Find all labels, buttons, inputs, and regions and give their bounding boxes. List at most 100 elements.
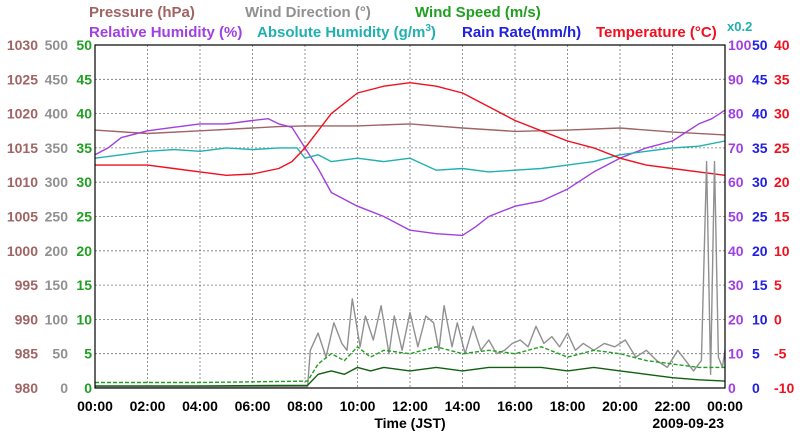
x-tick-label: 08:00 — [287, 398, 323, 414]
tick-label-relative-humidity: 40 — [728, 243, 744, 259]
legend-label: Wind Direction (°) — [245, 4, 371, 21]
tick-label-wind-speed: 5 — [84, 346, 92, 362]
tick-label-wind-speed: 50 — [76, 37, 92, 53]
x-tick-label: 16:00 — [497, 398, 533, 414]
legend-label: Temperature (°C) — [596, 24, 717, 41]
tick-label-pressure: 1000 — [7, 243, 38, 259]
x-tick-label: 18:00 — [550, 398, 586, 414]
tick-label-temperature: 5 — [774, 277, 782, 293]
tick-label-pressure: 1005 — [7, 209, 38, 225]
tick-label-relative-humidity: 50 — [728, 209, 744, 225]
tick-label-rain-rate: 40 — [752, 106, 768, 122]
tick-label-wind-speed: 15 — [76, 277, 92, 293]
series-layer — [94, 81, 726, 388]
series-wind-speed-avg — [95, 366, 726, 387]
series-pressure — [94, 123, 726, 136]
tick-label-relative-humidity: 70 — [728, 140, 744, 156]
tick-label-rain-rate: 0 — [752, 380, 760, 396]
tick-label-wind-direction: 0 — [60, 380, 68, 396]
tick-label-rain-rate: 5 — [752, 346, 760, 362]
legend-label: Relative Humidity (%) — [89, 24, 242, 41]
tick-label-wind-direction: 400 — [45, 106, 69, 122]
tick-label-pressure: 995 — [15, 277, 39, 293]
tick-label-wind-direction: 300 — [45, 174, 69, 190]
tick-label-relative-humidity: 0 — [728, 380, 736, 396]
x-tick-label: 14:00 — [445, 398, 481, 414]
tick-label-temperature: -5 — [774, 346, 787, 362]
tick-label-temperature: 40 — [774, 37, 790, 53]
legend-label: Wind Speed (m/s) — [415, 4, 541, 21]
tick-label-wind-speed: 40 — [76, 106, 92, 122]
tick-label-wind-speed: 35 — [76, 140, 92, 156]
tick-label-relative-humidity: 100 — [728, 37, 752, 53]
tick-label-pressure: 980 — [15, 380, 39, 396]
tick-label-wind-direction: 350 — [45, 140, 69, 156]
x-tick-label: 00:00 — [77, 398, 113, 414]
tick-label-temperature: 35 — [774, 71, 790, 87]
chart-date: 2009-09-23 — [652, 415, 724, 431]
tick-label-wind-direction: 250 — [45, 209, 69, 225]
tick-label-wind-direction: 50 — [52, 346, 68, 362]
tick-label-temperature: -10 — [774, 380, 794, 396]
tick-label-wind-speed: 30 — [76, 174, 92, 190]
tick-label-temperature: 0 — [774, 311, 782, 327]
x-tick-label: 22:00 — [655, 398, 691, 414]
tick-label-temperature: 15 — [774, 209, 790, 225]
tick-label-relative-humidity: 60 — [728, 174, 744, 190]
x-tick-label: 04:00 — [182, 398, 218, 414]
tick-label-temperature: 10 — [774, 243, 790, 259]
tick-label-wind-speed: 25 — [76, 209, 92, 225]
series-wind-speed-gust — [95, 346, 725, 384]
legend-label: Pressure (hPa) — [89, 4, 195, 21]
tick-label-wind-direction: 450 — [45, 71, 69, 87]
x-tick-label: 02:00 — [130, 398, 166, 414]
tick-label-wind-direction: 100 — [45, 311, 69, 327]
tick-label-rain-rate: 10 — [752, 311, 768, 327]
legend-label: Rain Rate(mm/h) — [462, 24, 581, 41]
tick-label-wind-direction: 200 — [45, 243, 69, 259]
tick-label-pressure: 1015 — [7, 140, 38, 156]
tick-label-pressure: 1010 — [7, 174, 38, 190]
x-tick-label: 00:00 — [707, 398, 743, 414]
tick-label-rain-rate: 50 — [752, 37, 768, 53]
tick-label-wind-direction: 500 — [45, 37, 69, 53]
tick-label-wind-speed: 45 — [76, 71, 92, 87]
tick-label-rain-rate: 35 — [752, 140, 768, 156]
tick-label-pressure: 1025 — [7, 71, 38, 87]
x-axis: 00:00 02:00 04:00 06:00 08:00 10:00 12:00 14:00… — [77, 398, 743, 431]
tick-label-wind-speed: 20 — [76, 243, 92, 259]
tick-label-rain-rate: 30 — [752, 174, 768, 190]
series-temperature — [95, 81, 726, 177]
tick-label-wind-speed: 0 — [84, 380, 92, 396]
tick-label-relative-humidity: 80 — [728, 106, 744, 122]
axis-labels: 9809859909951000100510101015102010251030… — [7, 37, 795, 396]
plot-frame — [94, 44, 726, 389]
tick-label-rain-rate: 20 — [752, 243, 768, 259]
series-absolute-humidity — [94, 140, 726, 173]
x-tick-label: 20:00 — [602, 398, 638, 414]
tick-label-pressure: 985 — [15, 346, 39, 362]
tick-label-rain-rate: 15 — [752, 277, 768, 293]
tick-label-relative-humidity: 10 — [728, 346, 744, 362]
tick-label-temperature: 20 — [774, 174, 790, 190]
tick-label-temperature: 30 — [774, 106, 790, 122]
tick-label-pressure: 990 — [15, 311, 39, 327]
rain-scale-label: x0.2 — [727, 19, 752, 34]
tick-label-relative-humidity: 20 — [728, 311, 744, 327]
tick-label-pressure: 1020 — [7, 106, 38, 122]
tick-label-temperature: 25 — [774, 140, 790, 156]
tick-label-relative-humidity: 90 — [728, 71, 744, 87]
tick-label-rain-rate: 45 — [752, 71, 768, 87]
tick-label-rain-rate: 25 — [752, 209, 768, 225]
x-tick-label: 06:00 — [235, 398, 271, 414]
tick-label-relative-humidity: 30 — [728, 277, 744, 293]
x-tick-label: 10:00 — [340, 398, 376, 414]
grid — [95, 45, 725, 388]
tick-label-pressure: 1030 — [7, 37, 38, 53]
tick-label-wind-speed: 10 — [76, 311, 92, 327]
x-axis-title: Time (JST) — [374, 415, 445, 431]
chart-header: Pressure (hPa) Wind Direction (°) Wind Spe… — [89, 4, 752, 41]
tick-label-wind-direction: 150 — [45, 277, 69, 293]
legend-label: Absolute Humidity (g/m3) — [257, 23, 436, 41]
